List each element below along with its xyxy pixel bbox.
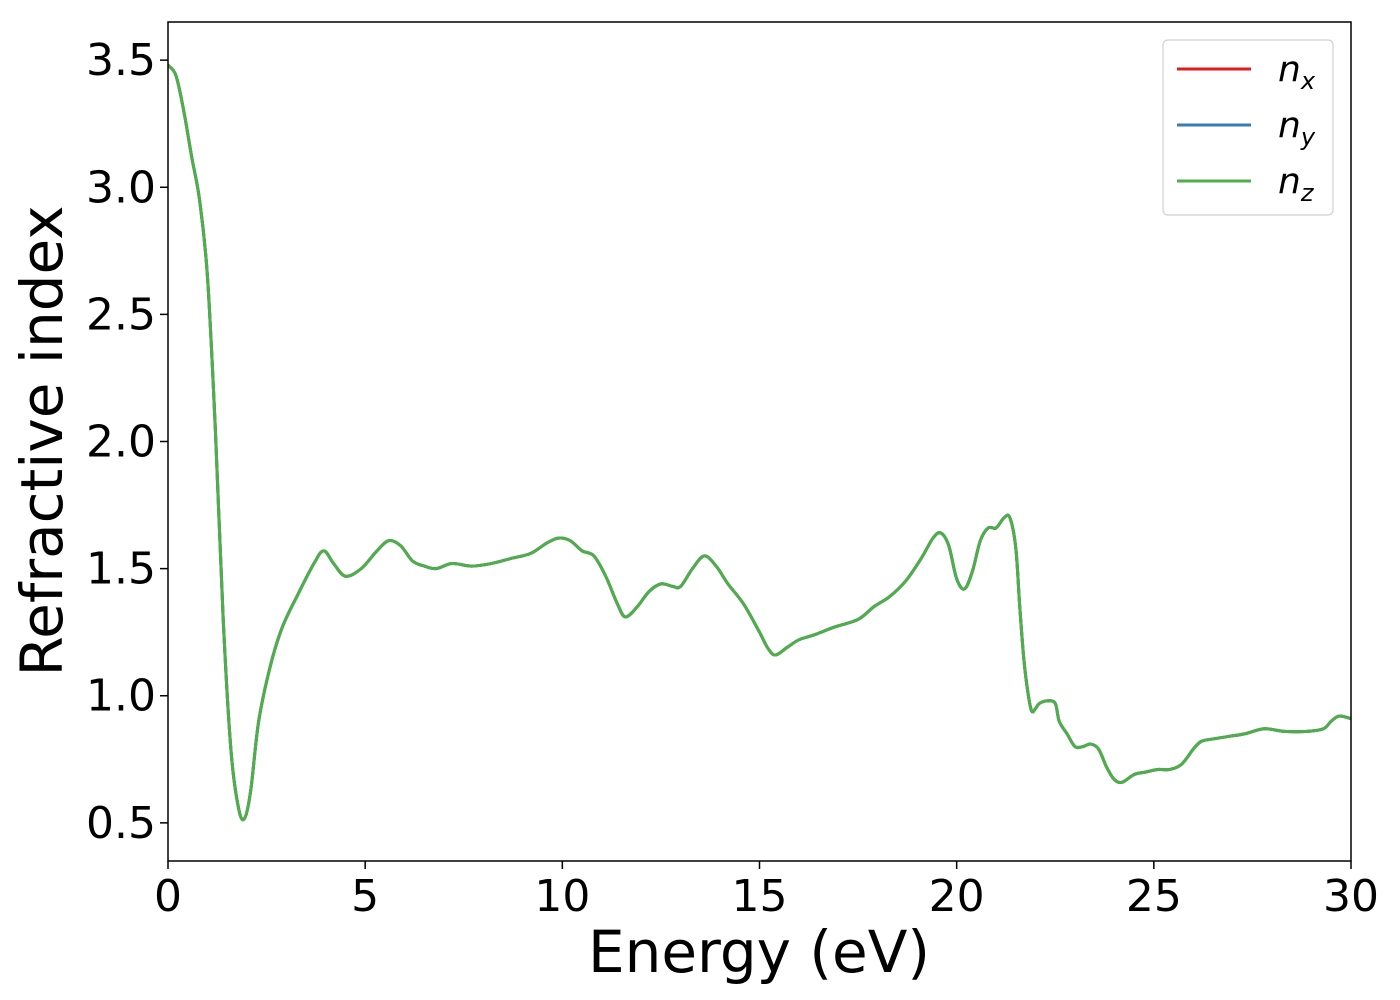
y-tick-label: 3.5 [86,35,156,86]
y-tick-label: 2.0 [86,417,156,468]
x-tick-label: 20 [929,871,985,922]
y-tick-label: 1.5 [86,544,156,595]
legend-box [1162,39,1334,216]
y-tick-label: 0.5 [86,798,156,849]
x-tick-label: 10 [534,871,590,922]
x-tick-label: 5 [351,871,379,922]
y-axis: 0.5 1.0 1.5 2.0 2.5 3.0 3.5 [86,35,168,849]
y-tick-label: 1.0 [86,671,156,722]
y-axis-title: Refractive index [8,205,76,676]
x-axis: 0 5 10 15 20 25 30 [154,861,1379,922]
x-tick-label: 15 [732,871,788,922]
x-tick-label: 25 [1126,871,1182,922]
series-layer [168,63,1351,822]
y-tick-label: 2.5 [86,289,156,340]
x-tick-label: 30 [1323,871,1379,922]
legend-label-n-y: ny [1278,105,1316,151]
legend: nx ny nz [1162,39,1334,216]
series-line-n-z [168,63,1351,822]
x-axis-title: Energy (eV) [588,918,930,986]
x-tick-label: 0 [154,871,182,922]
legend-label-n-x: nx [1278,49,1316,95]
legend-label-n-z: nz [1278,161,1315,207]
y-tick-label: 3.0 [86,162,156,213]
